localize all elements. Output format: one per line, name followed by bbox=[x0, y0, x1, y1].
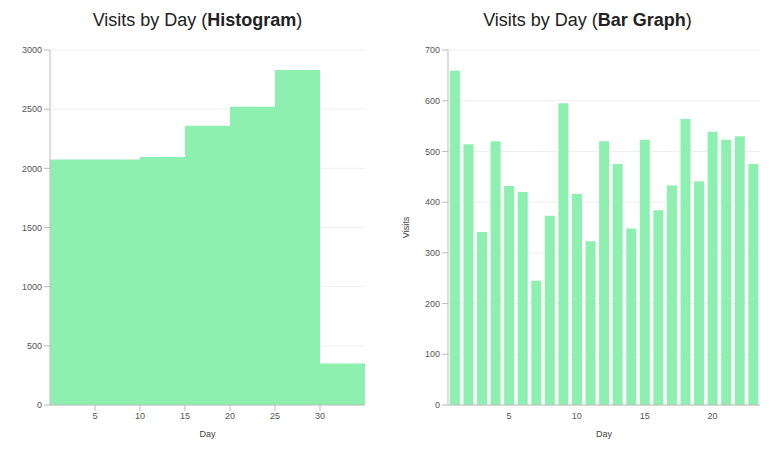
svg-text:0: 0 bbox=[37, 400, 42, 410]
svg-text:25: 25 bbox=[270, 411, 280, 421]
svg-text:2000: 2000 bbox=[22, 164, 42, 174]
svg-text:5: 5 bbox=[507, 411, 512, 421]
svg-text:30: 30 bbox=[315, 411, 325, 421]
svg-text:200: 200 bbox=[425, 299, 440, 309]
svg-text:10: 10 bbox=[135, 411, 145, 421]
svg-text:1500: 1500 bbox=[22, 223, 42, 233]
html-text:Visits by Day (Histogram): Visits by Day (Histogram) bbox=[92, 10, 303, 30]
svg-text:400: 400 bbox=[425, 197, 440, 207]
svg-text:5: 5 bbox=[92, 411, 97, 421]
svg-text:2500: 2500 bbox=[22, 104, 42, 114]
svg-text:0: 0 bbox=[435, 400, 440, 410]
svg-text:500: 500 bbox=[27, 341, 42, 351]
svg-text:600: 600 bbox=[425, 96, 440, 106]
svg-text:20: 20 bbox=[708, 411, 718, 421]
svg-text:Day: Day bbox=[596, 429, 613, 439]
svg-text:300: 300 bbox=[425, 248, 440, 258]
svg-text:15: 15 bbox=[180, 411, 190, 421]
svg-text:500: 500 bbox=[425, 147, 440, 157]
svg-text:Visits: Visits bbox=[401, 216, 411, 238]
svg-text:100: 100 bbox=[425, 349, 440, 359]
svg-text:15: 15 bbox=[640, 411, 650, 421]
svg-text:20: 20 bbox=[225, 411, 235, 421]
svg-text:10: 10 bbox=[572, 411, 582, 421]
svg-text:Day: Day bbox=[199, 429, 216, 439]
svg-text:700: 700 bbox=[425, 45, 440, 55]
svg-text:3000: 3000 bbox=[22, 45, 42, 55]
svg-text:1000: 1000 bbox=[22, 282, 42, 292]
html-text:Visits by Day (Bar Graph): Visits by Day (Bar Graph) bbox=[483, 10, 692, 30]
